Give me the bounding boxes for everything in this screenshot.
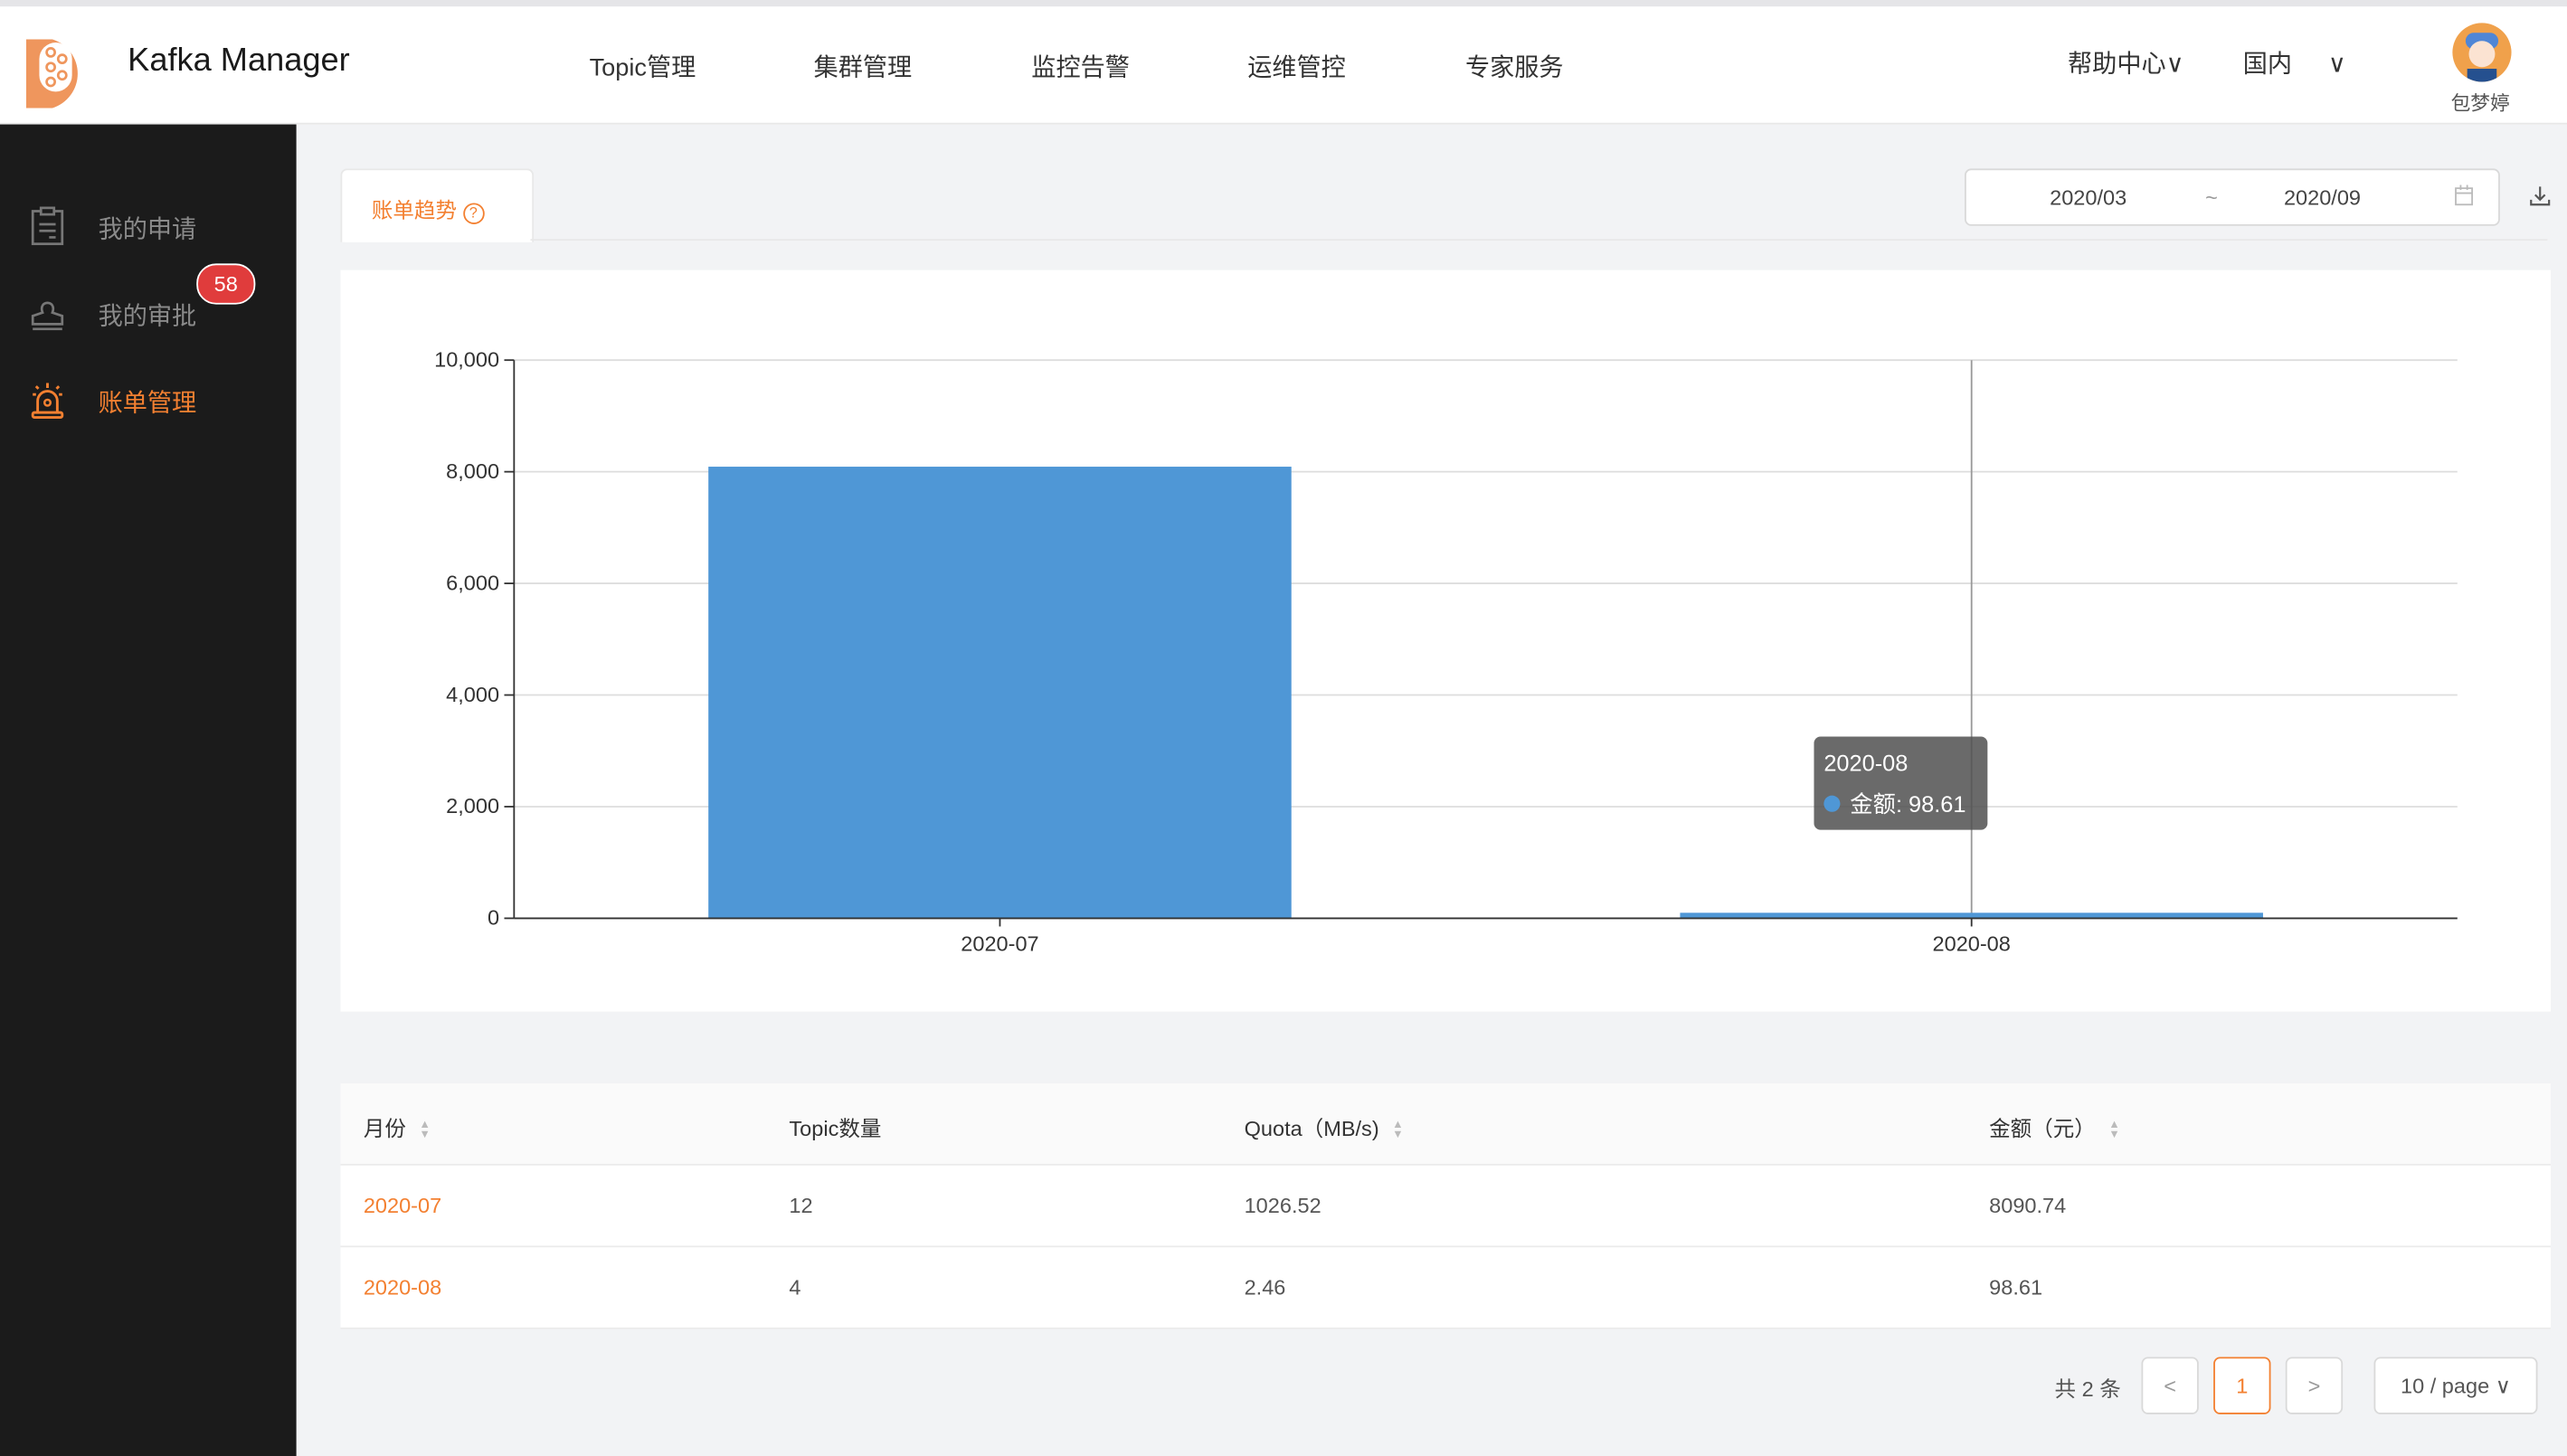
sort-icon[interactable]: ▲ ▼ — [419, 1119, 431, 1140]
start-date[interactable]: 2020/03 — [2050, 184, 2127, 210]
amount: 8090.74 — [1989, 1193, 2067, 1218]
end-date[interactable]: 2020/09 — [2283, 184, 2362, 210]
y-tick-label: 10,000 — [434, 347, 499, 371]
sidebar-item-label: 我的申请 — [98, 215, 197, 244]
tab-bill-trend[interactable]: 账单趋势 ? — [340, 168, 535, 242]
nav-cluster[interactable]: 集群管理 — [813, 53, 913, 82]
tab-divider — [530, 239, 2548, 241]
sidebar-item-label: 账单管理 — [98, 389, 197, 418]
col-quota[interactable]: Quota（MB/s) ▲ ▼ — [1245, 1111, 1404, 1142]
chevron-down-icon: ∨ — [2327, 51, 2346, 79]
page-size-label: 10 / page — [2401, 1373, 2490, 1398]
nav-expert[interactable]: 专家服务 — [1464, 53, 1564, 82]
clipboard-icon — [31, 206, 64, 246]
tooltip-value: 金额: 98.61 — [1850, 790, 1966, 818]
x-tick-label: 2020-07 — [961, 932, 1038, 956]
help-center-dropdown[interactable]: 帮助中心∨ — [2068, 46, 2184, 80]
next-page-button[interactable]: > — [2285, 1357, 2344, 1414]
sidebar: 我的申请 我的审批 账单管理 — [0, 124, 297, 1456]
topic-count: 12 — [789, 1193, 813, 1218]
header: Kafka Manager Topic管理 集群管理 监控告警 运维管控 专家服… — [0, 6, 2567, 125]
col-month[interactable]: 月份 ▲ ▼ — [364, 1111, 431, 1142]
series-dot — [1823, 795, 1841, 812]
y-tick-label: 2,000 — [446, 794, 499, 818]
sidebar-item-my-approvals[interactable]: 我的审批 — [0, 280, 297, 345]
month-link[interactable]: 2020-07 — [363, 1193, 442, 1218]
approvals-count-badge: 58 — [196, 263, 256, 305]
sidebar-item-my-applications[interactable]: 我的申请 — [0, 194, 297, 259]
header-label: Quota（MB/s) — [1244, 1116, 1379, 1141]
tab-label: 账单趋势 — [371, 198, 458, 223]
nav-monitor[interactable]: 监控告警 — [1031, 53, 1130, 82]
y-tick-label: 6,000 — [446, 571, 499, 594]
page-1-button[interactable]: 1 — [2213, 1357, 2271, 1414]
tooltip-title: 2020-08 — [1823, 749, 1909, 776]
date-range-picker[interactable]: 2020/03 ~ 2020/09 — [1965, 168, 2500, 226]
col-amount[interactable]: 金额（元） ▲ ▼ — [1989, 1111, 2120, 1142]
quota: 1026.52 — [1244, 1193, 1321, 1218]
chart-tooltip: 2020-08 金额: 98.61 — [1814, 736, 1988, 830]
prev-page-button[interactable]: < — [2141, 1357, 2199, 1414]
sort-icon[interactable]: ▲ ▼ — [1392, 1119, 1404, 1140]
quota: 2.46 — [1244, 1274, 1286, 1300]
alarm-light-icon — [31, 383, 64, 419]
region-label: 国内 — [2242, 51, 2293, 79]
y-tick-label: 0 — [488, 906, 499, 930]
page-size-select[interactable]: 10 / page ∨ — [2373, 1357, 2538, 1414]
table-row: 2020-07 12 1026.52 8090.74 — [340, 1166, 2551, 1248]
y-tick-label: 8,000 — [446, 459, 499, 483]
sidebar-item-billing[interactable]: 账单管理 — [0, 366, 297, 431]
help-label: 帮助中心 — [2068, 51, 2166, 79]
stamp-icon — [31, 301, 64, 331]
amount: 98.61 — [1989, 1274, 2043, 1300]
range-separator: ~ — [2205, 184, 2218, 210]
calendar-icon — [2455, 184, 2474, 206]
header-label: 金额（元） — [1989, 1116, 2096, 1141]
user-name: 包梦婷 — [2450, 91, 2510, 115]
nav-topic[interactable]: Topic管理 — [589, 53, 696, 82]
table-header: 月份 ▲ ▼ Topic数量 Quota（MB/s) ▲ ▼ 金额（元） ▲ ▼ — [340, 1083, 2551, 1166]
help-circle-icon: ? — [462, 203, 485, 224]
sort-icon[interactable]: ▲ ▼ — [2108, 1119, 2120, 1140]
nav-ops[interactable]: 运维管控 — [1247, 53, 1346, 82]
bar-2020-08 — [1680, 912, 2263, 919]
chevron-down-icon: ∨ — [2495, 1373, 2511, 1398]
avatar[interactable] — [2452, 23, 2512, 82]
top-border — [0, 0, 2567, 7]
header-label: 月份 — [363, 1116, 406, 1141]
bar-2020-07 — [708, 467, 1292, 919]
bill-table: 月份 ▲ ▼ Topic数量 Quota（MB/s) ▲ ▼ 金额（元） ▲ ▼ 2020-… — [340, 1083, 2551, 1329]
topic-count: 4 — [789, 1274, 801, 1300]
sidebar-item-label: 我的审批 — [98, 302, 197, 331]
y-tick-label: 4,000 — [446, 683, 499, 706]
brand-title: Kafka Manager — [128, 43, 350, 79]
total-count: 共 2 条 — [2054, 1376, 2121, 1402]
table-row: 2020-08 4 2.46 98.61 — [340, 1247, 2551, 1329]
download-icon[interactable] — [2529, 185, 2551, 207]
x-tick-label: 2020-08 — [1933, 932, 2011, 956]
region-dropdown[interactable]: 国内 ∨ — [2243, 46, 2346, 80]
logo-icon — [25, 39, 78, 109]
chevron-down-icon: ∨ — [2165, 51, 2184, 79]
month-link[interactable]: 2020-08 — [363, 1274, 442, 1300]
col-topic-count: Topic数量 — [789, 1116, 882, 1141]
